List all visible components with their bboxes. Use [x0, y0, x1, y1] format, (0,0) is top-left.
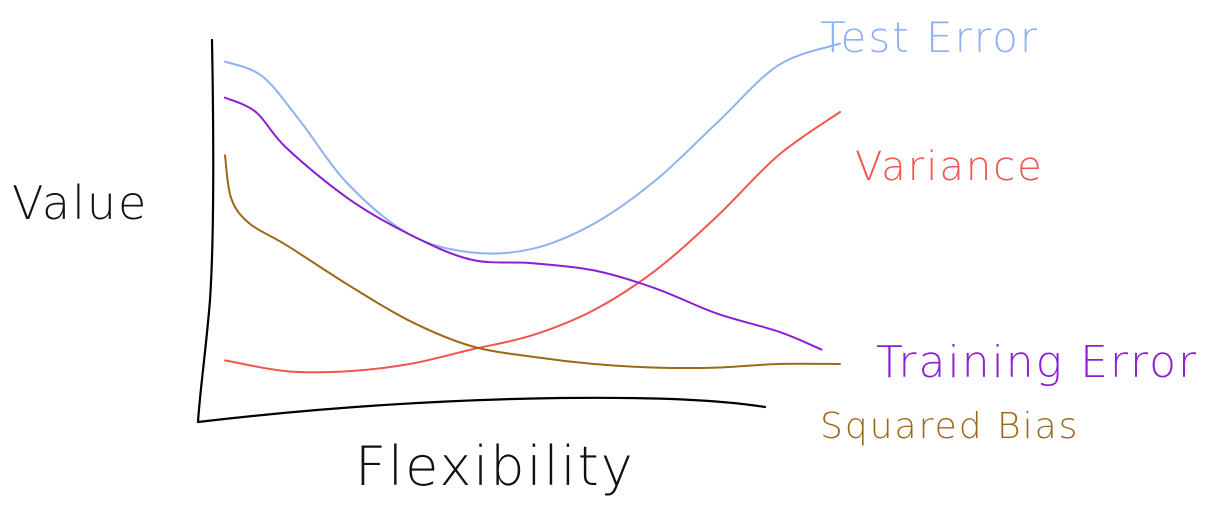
y-axis-label: Value [12, 176, 148, 230]
series-line-variance [224, 111, 841, 374]
series-label-variance: Variance [855, 144, 1044, 190]
x-axis-line [196, 396, 767, 424]
series-group [224, 42, 841, 374]
series-label-squared-bias: Squared Bias [820, 406, 1079, 447]
y-axis-line [196, 38, 215, 424]
x-axis-label: Flexibility [355, 435, 635, 498]
series-line-squared-bias [224, 154, 841, 370]
series-line-test-error [224, 42, 841, 255]
series-label-test-error: Test Error [820, 13, 1039, 62]
series-label-training-error: Training Error [876, 337, 1198, 388]
series-line-training-error [224, 96, 823, 351]
